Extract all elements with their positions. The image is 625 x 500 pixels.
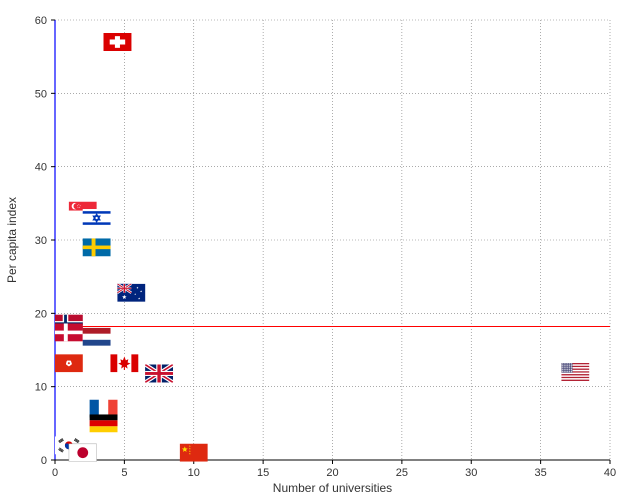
flag-marker-germany bbox=[90, 414, 118, 432]
flag-marker-australia bbox=[117, 284, 145, 302]
svg-text:40: 40 bbox=[604, 467, 616, 479]
flag-scatter-chart: 0 5 10 15 20 25 30 35 40 0 10 20 30 40 50 60 Number of u… bbox=[0, 0, 625, 500]
svg-text:0: 0 bbox=[41, 455, 47, 467]
flag-marker-usa bbox=[561, 363, 589, 381]
flag-marker-china bbox=[180, 444, 208, 462]
svg-text:20: 20 bbox=[35, 308, 47, 320]
svg-text:30: 30 bbox=[35, 235, 47, 247]
flag-marker-canada bbox=[110, 354, 138, 372]
flag-marker-uk bbox=[145, 364, 173, 382]
svg-text:60: 60 bbox=[35, 15, 47, 27]
svg-text:0: 0 bbox=[52, 467, 58, 479]
flag-marker-netherlands bbox=[83, 328, 111, 346]
svg-text:10: 10 bbox=[35, 382, 47, 394]
flag-marker-denmark bbox=[55, 323, 83, 341]
flag-marker-switzerland bbox=[103, 33, 131, 51]
y-axis-label: Per capita index bbox=[5, 197, 19, 283]
svg-text:40: 40 bbox=[35, 162, 47, 174]
x-axis-label: Number of universities bbox=[273, 481, 392, 495]
svg-text:5: 5 bbox=[121, 467, 127, 479]
flag-marker-hongkong bbox=[55, 354, 83, 372]
flag-marker-sweden bbox=[83, 238, 111, 256]
svg-text:10: 10 bbox=[188, 467, 200, 479]
flag-marker-japan bbox=[69, 444, 97, 462]
flag-marker-israel bbox=[83, 209, 111, 227]
svg-text:25: 25 bbox=[396, 467, 408, 479]
chart-svg: 0 5 10 15 20 25 30 35 40 0 10 20 30 40 50 60 Number of u… bbox=[0, 0, 625, 500]
svg-text:50: 50 bbox=[35, 88, 47, 100]
svg-text:15: 15 bbox=[257, 467, 269, 479]
svg-text:20: 20 bbox=[326, 467, 338, 479]
svg-text:30: 30 bbox=[465, 467, 477, 479]
svg-text:35: 35 bbox=[535, 467, 547, 479]
